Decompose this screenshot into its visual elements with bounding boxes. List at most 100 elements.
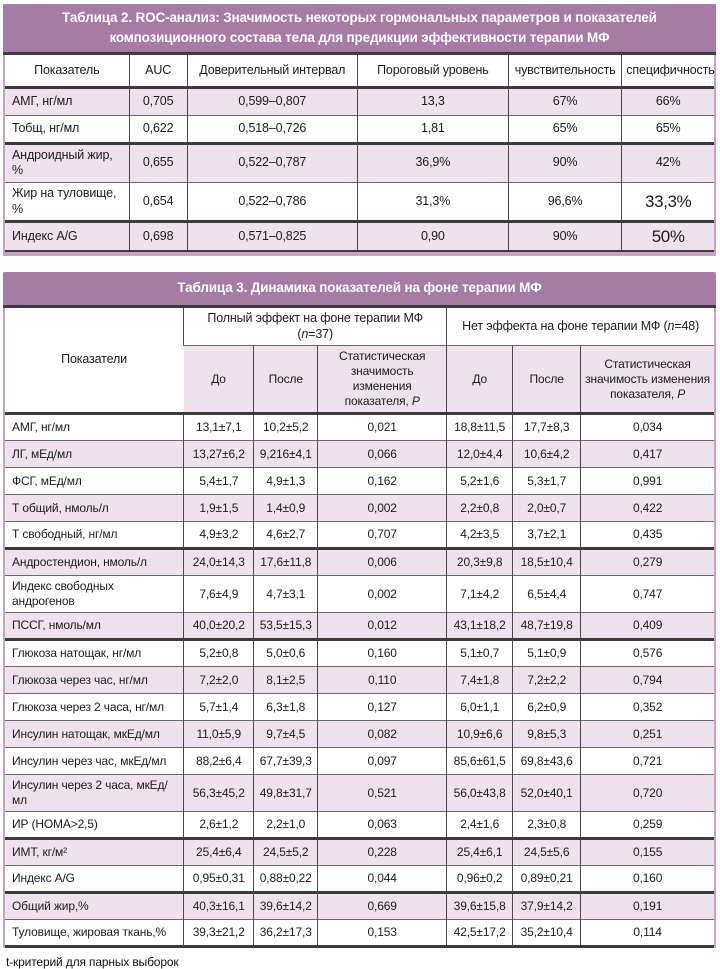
cell-value: 0,576 <box>580 638 714 667</box>
cell-value: 0,669 <box>317 891 447 920</box>
cell-value: 7,6±4,9 <box>183 575 254 613</box>
table-row: Т общий, нмоль/л 1,9±1,5 1,4±0,9 0,002 2,2±0… <box>5 494 714 522</box>
table3-group-full-effect: Полный эффект на фоне терапии МФ (n=37) <box>183 307 447 346</box>
cell-value: 0,89±0,21 <box>512 865 581 893</box>
cell-value: 39,3±21,2 <box>183 919 254 947</box>
cell-value: 18,8±11,5 <box>446 412 513 441</box>
cell-value: 33,3% <box>621 181 714 222</box>
cell-value: 65% <box>507 114 622 144</box>
table-row: Инсулин через 2 часа, мкЕд/мл 56,3±45,2 49… <box>5 774 714 812</box>
cell-value: 6,3±1,8 <box>253 693 318 721</box>
cell-value: 0,521 <box>317 774 447 812</box>
cell-value: 49,8±31,7 <box>253 774 318 812</box>
cell-value: 11,0±5,9 <box>183 720 254 748</box>
table-row: ИР (HOMA>2,5) 2,6±1,2 2,2±1,0 0,063 2,4±1,6 2… <box>5 811 714 839</box>
cell-value: 9,216±4,1 <box>253 440 318 468</box>
cell-value: 2,3±0,8 <box>512 811 581 839</box>
cell-value: 0,88±0,22 <box>253 865 318 893</box>
cell-value: 13,27±6,2 <box>183 440 254 468</box>
row-label: ИМТ, кг/м² <box>5 837 184 866</box>
cell-value: 2,2±1,0 <box>253 811 318 839</box>
table3-group-header-row: Показатели Полный эффект на фоне терапии… <box>5 307 714 414</box>
table2-header-indicator: Показатель <box>34 62 100 77</box>
cell-value: 65% <box>621 114 714 144</box>
cell-value: 2,4±1,6 <box>446 811 513 839</box>
cell-value: 12,0±4,4 <box>446 440 513 468</box>
cell-value: 0,110 <box>317 666 447 694</box>
row-label: ЛГ, мЕд/мл <box>5 440 184 468</box>
cell-value: 69,8±43,6 <box>512 747 581 775</box>
cell-value: 0,522–0,787 <box>186 141 358 183</box>
cell-value: 0,082 <box>317 720 447 748</box>
table-row: ИМТ, кг/м² 25,4±6,4 24,5±5,2 0,228 25,4±6,1 2… <box>5 837 714 866</box>
cell-value: 7,2±2,0 <box>183 666 254 694</box>
cell-value: 0,021 <box>317 412 447 441</box>
cell-value: 0,162 <box>317 467 447 495</box>
cell-value: 0,160 <box>317 638 447 667</box>
row-label: Тобщ, нг/мл <box>5 114 130 144</box>
cell-value: 2,2±0,8 <box>446 494 513 522</box>
cell-value: 5,1±0,7 <box>446 638 513 667</box>
table-row: Глюкоза натощак, нг/мл 5,2±0,8 5,0±0,6 0,16… <box>5 638 714 667</box>
table3-group-no-effect: Нет эффекта на фоне терапии МФ (n=48) <box>446 307 714 346</box>
cell-value: 5,4±1,7 <box>183 467 254 495</box>
table3-subheader-before-2: До <box>446 345 513 414</box>
cell-value: 36,2±17,3 <box>253 919 318 947</box>
table-row: Глюкоза через 2 часа, нг/мл 5,7±1,4 6,3±1,… <box>5 693 714 721</box>
cell-value: 0,705 <box>128 85 188 116</box>
cell-value: 42% <box>621 141 714 183</box>
row-label: ФСГ, мЕд/мл <box>5 467 184 495</box>
cell-value: 39,6±14,2 <box>253 891 318 920</box>
table2-section: Таблица 2. ROC-анализ: Значимость некото… <box>3 4 716 257</box>
row-label: Инсулин натощак, мкЕд/мл <box>5 720 184 748</box>
cell-value: 24,5±5,6 <box>512 837 581 866</box>
cell-value: 88,2±6,4 <box>183 747 254 775</box>
row-label: Глюкоза через час, нг/мл <box>5 666 184 694</box>
cell-value: 0,422 <box>580 494 714 522</box>
table3-subheader-after-1: После <box>253 345 318 414</box>
table2-header-row: Показатель AUC Доверительный интервал По… <box>5 55 715 88</box>
cell-value: 90% <box>507 220 622 252</box>
row-label: Общий жир,% <box>5 891 184 920</box>
cell-value: 56,0±43,8 <box>446 774 513 812</box>
tables-gap <box>3 256 716 272</box>
cell-value: 0,707 <box>317 521 447 549</box>
cell-value: 10,2±5,2 <box>253 412 318 441</box>
cell-value: 0,153 <box>317 919 447 947</box>
table3-subheader-before-1: До <box>183 345 254 414</box>
cell-value: 0,155 <box>580 837 714 866</box>
table3-header-indicators: Показатели <box>5 307 184 414</box>
cell-value: 35,2±10,4 <box>512 919 581 947</box>
cell-value: 0,698 <box>128 220 188 252</box>
footnote-paired-t-test: t-критерий для парных выборок <box>6 955 179 969</box>
row-label: Инсулин через 2 часа, мкЕд/мл <box>5 774 184 812</box>
cell-value: 0,518–0,726 <box>186 114 358 144</box>
table-row: Индекс свободных андрогенов 7,6±4,9 4,7±3,… <box>5 575 714 613</box>
cell-value: 4,9±3,2 <box>183 521 254 549</box>
row-label: АМГ, нг/мл <box>5 85 130 116</box>
cell-value: 9,8±5,3 <box>512 720 581 748</box>
cell-value: 10,6±4,2 <box>512 440 581 468</box>
cell-value: 0,417 <box>580 440 714 468</box>
table-row: Общий жир,% 40,3±16,1 39,6±14,2 0,669 39,6±1… <box>5 891 714 920</box>
cell-value: 0,95±0,31 <box>183 865 254 893</box>
cell-value: 39,6±15,8 <box>446 891 513 920</box>
table3-subheader-pvalue-1: Статистическая значимость изменения пока… <box>317 345 447 414</box>
row-label: Туловище, жировая ткань,% <box>5 919 184 947</box>
cell-value: 2,0±0,7 <box>512 494 581 522</box>
cell-value: 66% <box>621 85 714 116</box>
cell-value: 0,012 <box>317 612 447 640</box>
cell-value: 42,5±17,2 <box>446 919 513 947</box>
cell-value: 90% <box>507 141 622 183</box>
cell-value: 13,1±7,1 <box>183 412 254 441</box>
cell-value: 40,3±16,1 <box>183 891 254 920</box>
table3-body: АМГ, нг/мл 13,1±7,1 10,2±5,2 0,021 18,8±11,5… <box>5 412 714 947</box>
cell-value: 0,654 <box>128 181 188 222</box>
cell-value: 17,6±11,8 <box>253 547 318 576</box>
cell-value: 52,0±40,1 <box>512 774 581 812</box>
cell-value: 7,4±1,8 <box>446 666 513 694</box>
cell-value: 25,4±6,4 <box>183 837 254 866</box>
cell-value: 0,279 <box>580 547 714 576</box>
cell-value: 67% <box>507 85 622 116</box>
cell-value: 56,3±45,2 <box>183 774 254 812</box>
